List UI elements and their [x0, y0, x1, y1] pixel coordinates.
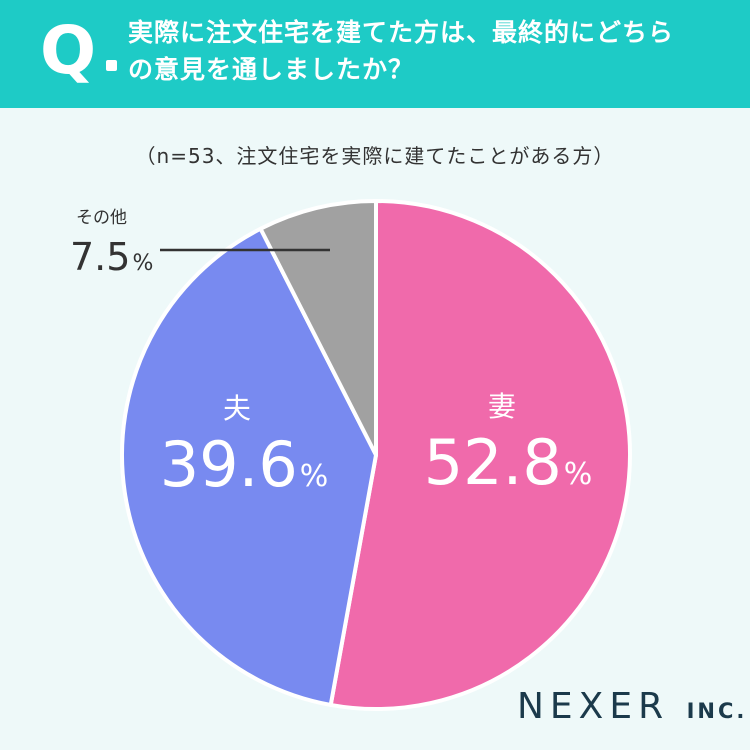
sample-note: （n=53、注文住宅を実際に建てたことがある方） — [135, 144, 615, 168]
wife-value: 52.8% — [424, 426, 593, 499]
pie-labels: 妻52.8% 夫39.6% その他 7.5% — [70, 208, 592, 501]
husband-value: 39.6% — [160, 428, 329, 501]
other-value: 7.5% — [70, 235, 153, 279]
brand-suffix: INC. — [686, 699, 748, 723]
pie-slice-other — [258, 199, 378, 457]
question-line-2: の意見を通しましたか？ — [128, 55, 415, 84]
pie-slices — [120, 199, 632, 711]
pie-slice-husband — [120, 226, 378, 707]
question-header: Q 実際に注文住宅を建てた方は、最終的にどちら の意見を通しましたか？ — [0, 0, 750, 108]
pie-slice-wife — [328, 199, 632, 711]
question-text: 実際に注文住宅を建てた方は、最終的にどちら の意見を通しましたか？ — [128, 14, 728, 88]
brand-name: NEXER — [517, 686, 670, 727]
brand-logo: NEXER INC. — [517, 686, 747, 727]
other-label: その他 — [76, 208, 127, 228]
husband-label: 夫 — [223, 392, 251, 425]
q-mark: Q — [40, 12, 97, 89]
question-line-1: 実際に注文住宅を建てた方は、最終的にどちら — [128, 18, 675, 47]
q-dot — [106, 60, 117, 71]
wife-label: 妻 — [488, 390, 516, 423]
